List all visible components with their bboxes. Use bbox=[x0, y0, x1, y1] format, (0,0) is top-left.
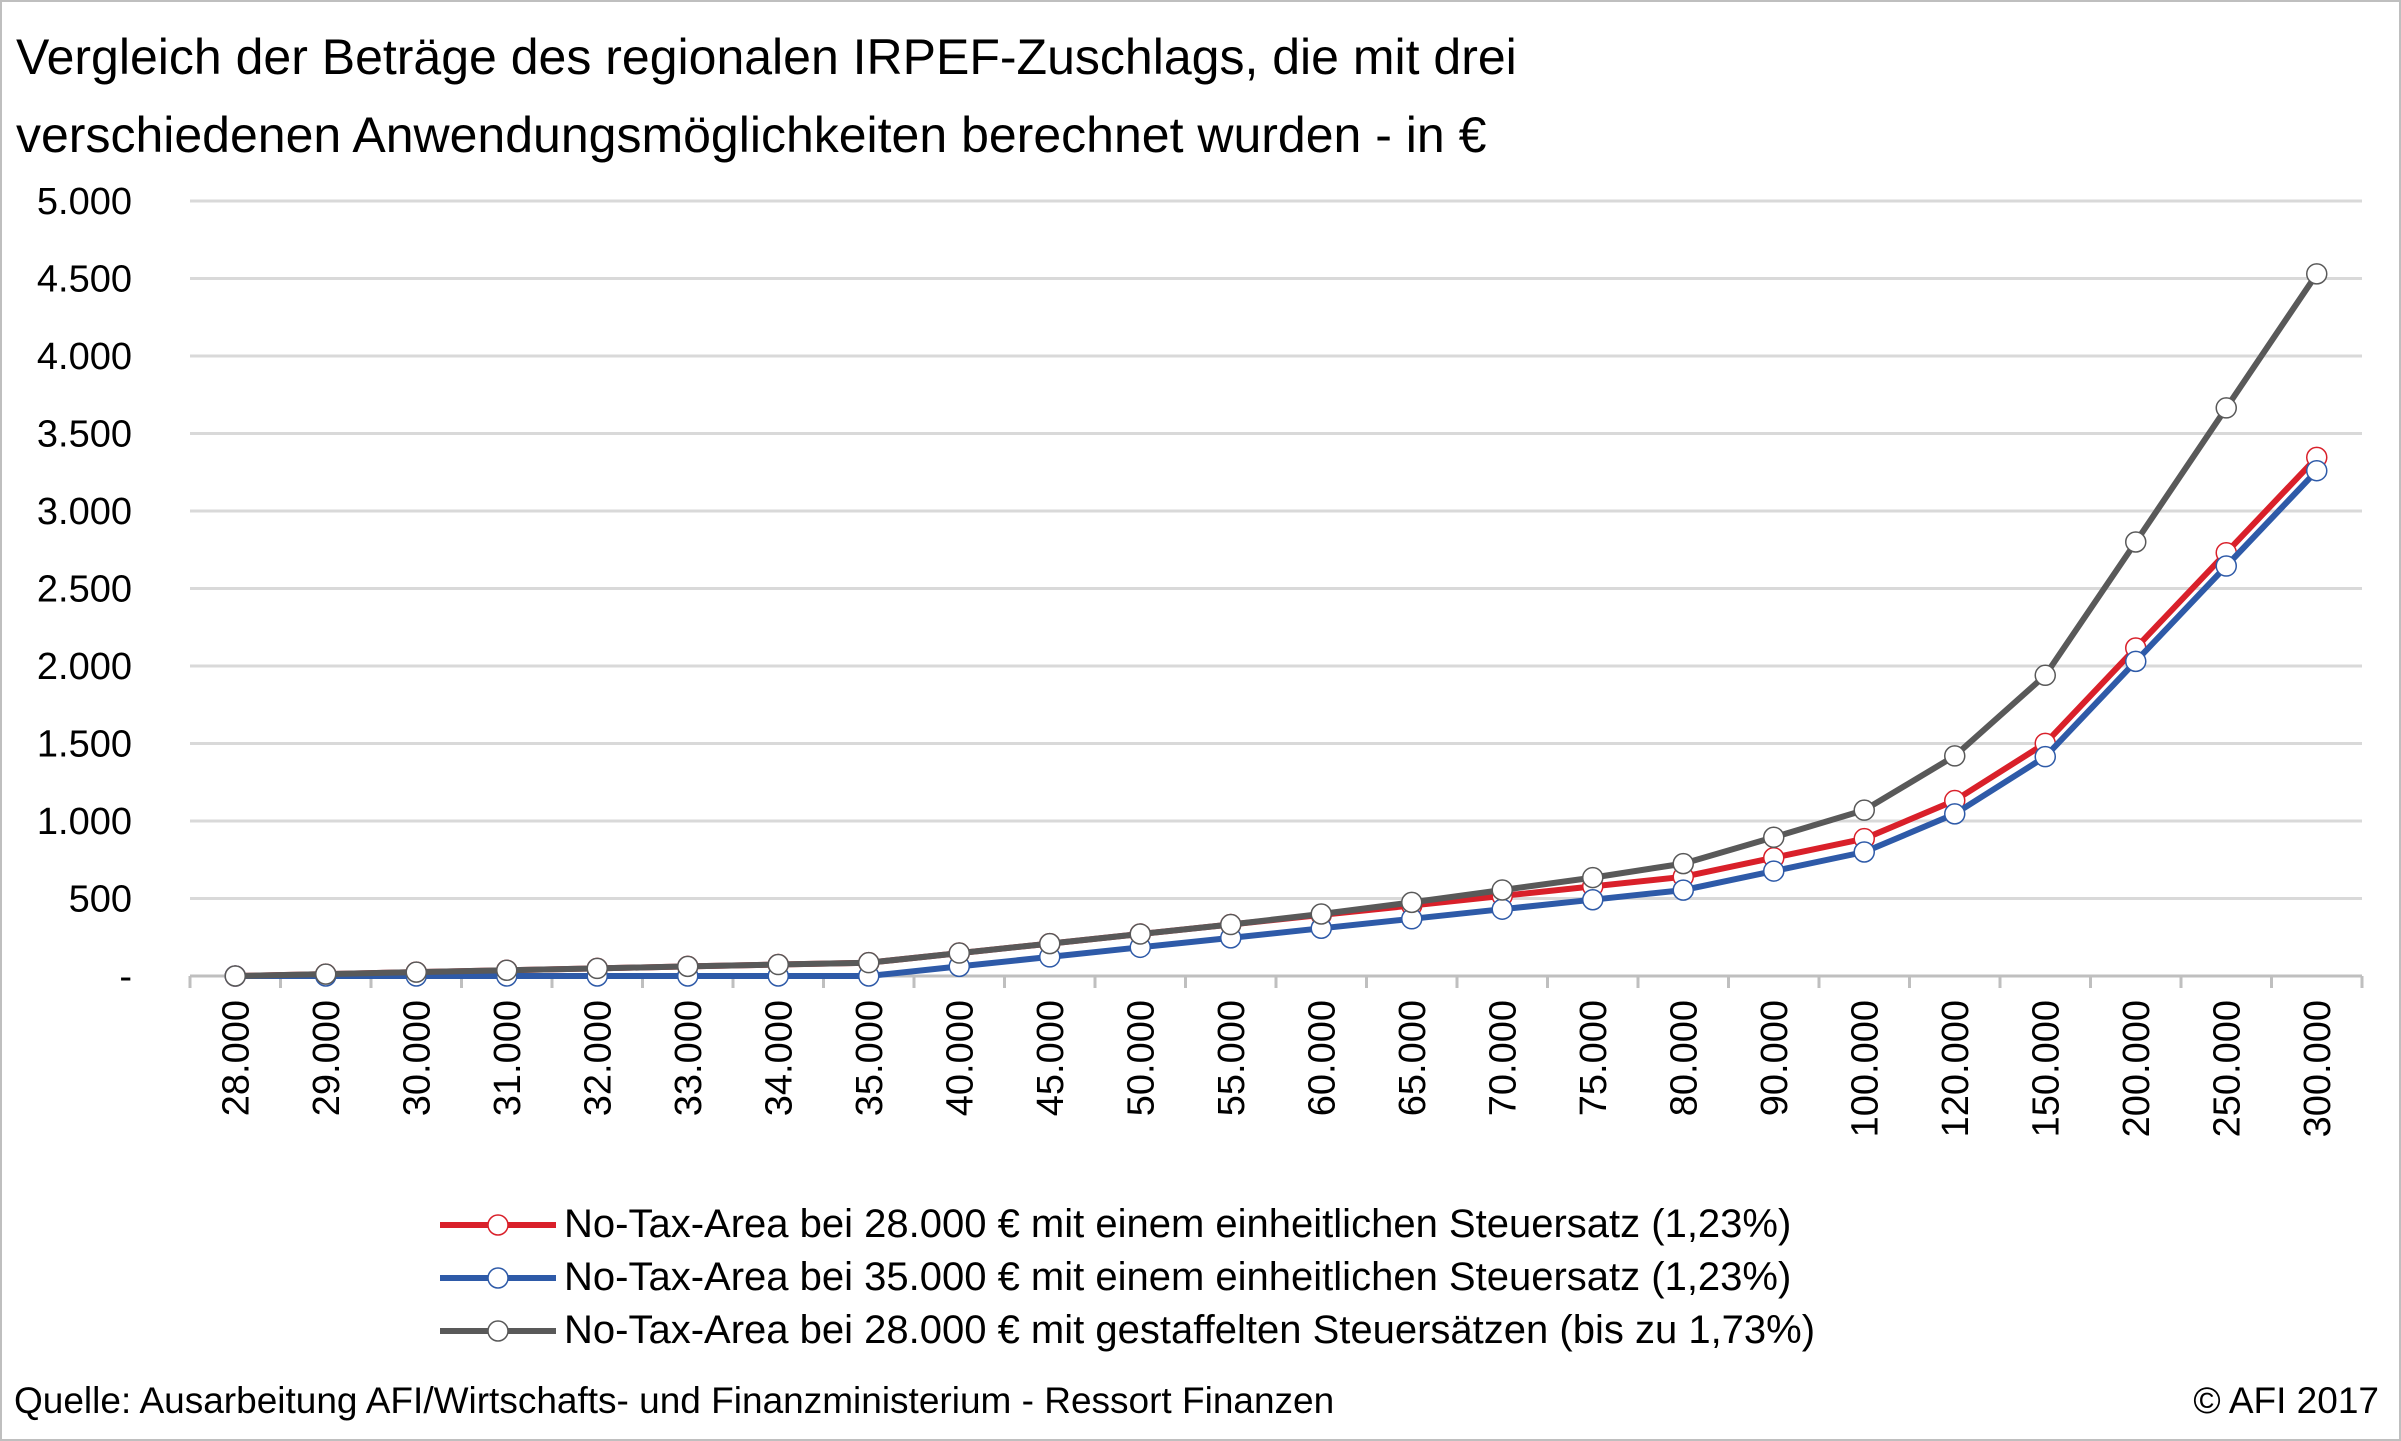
x-tick-label: 32.000 bbox=[577, 1000, 619, 1116]
y-tick-label: - bbox=[119, 956, 132, 998]
legend-marker-series-1 bbox=[440, 1214, 556, 1236]
x-tick-label: 150.000 bbox=[2025, 1000, 2067, 1137]
data-point bbox=[1129, 923, 1151, 945]
x-tick-label: 90.000 bbox=[1754, 1000, 1796, 1116]
y-tick-label: 2.500 bbox=[37, 569, 132, 611]
legend-item-series-3: No-Tax-Area bei 28.000 € mit gestaffelte… bbox=[438, 1304, 1815, 1357]
x-tick-label: 250.000 bbox=[2206, 1000, 2248, 1137]
chart-legend: No-Tax-Area bei 28.000 € mit einem einhe… bbox=[438, 1198, 1815, 1357]
x-tick-label: 55.000 bbox=[1211, 1000, 1253, 1116]
data-point bbox=[767, 953, 789, 976]
data-point bbox=[1220, 913, 1242, 936]
data-point bbox=[1401, 891, 1423, 914]
x-tick-label: 30.000 bbox=[396, 1000, 438, 1116]
x-tick-label: 31.000 bbox=[487, 1000, 529, 1116]
y-tick-label: 1.000 bbox=[37, 801, 132, 843]
x-tick-label: 80.000 bbox=[1663, 1000, 1705, 1116]
y-tick-label: 3.500 bbox=[37, 414, 132, 456]
data-point bbox=[1491, 898, 1513, 920]
data-point bbox=[1763, 826, 1785, 849]
legend-marker-series-2 bbox=[440, 1267, 556, 1289]
chart-title-line-1: Vergleich der Beträge des regionalen IRP… bbox=[16, 29, 1517, 85]
data-point bbox=[405, 961, 427, 983]
y-tick-label: 2.000 bbox=[37, 646, 132, 688]
data-point bbox=[1853, 841, 1875, 863]
x-tick-label: 300.000 bbox=[2297, 1000, 2339, 1137]
legend-label-series-1: No-Tax-Area bei 28.000 € mit einem einhe… bbox=[564, 1202, 1792, 1246]
x-tick-label: 65.000 bbox=[1392, 1000, 1434, 1116]
data-point bbox=[2306, 459, 2328, 482]
data-point bbox=[1853, 799, 1875, 821]
x-tick-label: 28.000 bbox=[215, 1000, 257, 1116]
x-tick-label: 45.000 bbox=[1030, 1000, 1072, 1116]
y-tick-label: 3.000 bbox=[37, 491, 132, 533]
chart-title: Vergleich der Beträge des regionalen IRP… bbox=[16, 18, 1916, 174]
legend-label-series-3: No-Tax-Area bei 28.000 € mit gestaffelte… bbox=[564, 1308, 1816, 1352]
series-2 bbox=[224, 459, 2328, 987]
x-tick-label: 60.000 bbox=[1301, 1000, 1343, 1116]
x-tick-label: 120.000 bbox=[1935, 1000, 1977, 1137]
data-point bbox=[1944, 745, 1966, 767]
chart-title-line-2: verschiedenen Anwendungsmöglichkeiten be… bbox=[16, 107, 1487, 163]
data-point bbox=[1039, 932, 1061, 955]
x-tick-label: 40.000 bbox=[939, 1000, 981, 1116]
data-point bbox=[2125, 531, 2147, 553]
x-tick-label: 29.000 bbox=[306, 1000, 348, 1116]
x-axis-tick-labels: 28.000 29.000 30.000 31.000 32.000 33.000 34.0… bbox=[215, 1000, 2339, 1137]
data-point bbox=[1672, 852, 1694, 875]
data-point bbox=[2034, 745, 2056, 768]
y-axis-tick-labels: - 500 1.000 1.500 2.000 2.500 3.000 3.500 4.000 4… bbox=[37, 181, 132, 998]
x-tick-label: 75.000 bbox=[1573, 1000, 1615, 1116]
legend-marker-series-3 bbox=[440, 1320, 556, 1342]
data-point bbox=[2125, 650, 2147, 673]
data-point bbox=[1763, 860, 1785, 882]
series-3 bbox=[224, 263, 2328, 987]
x-tick-label: 50.000 bbox=[1120, 1000, 1162, 1116]
data-point bbox=[2215, 397, 2237, 419]
data-point bbox=[2306, 263, 2328, 285]
legend-item-series-1: No-Tax-Area bei 28.000 € mit einem einhe… bbox=[438, 1198, 1815, 1251]
x-tick-label: 35.000 bbox=[849, 1000, 891, 1116]
data-point bbox=[858, 951, 880, 974]
data-point bbox=[224, 965, 246, 987]
y-tick-label: 4.500 bbox=[37, 259, 132, 301]
data-point bbox=[496, 959, 518, 982]
x-tick-label: 70.000 bbox=[1482, 1000, 1524, 1116]
x-tick-label: 33.000 bbox=[668, 1000, 710, 1116]
legend-label-series-2: No-Tax-Area bei 35.000 € mit einem einhe… bbox=[564, 1255, 1792, 1299]
source-note: Quelle: Ausarbeitung AFI/Wirtschafts- un… bbox=[14, 1380, 1335, 1421]
series-line bbox=[235, 272, 2320, 979]
series-1 bbox=[224, 446, 2328, 987]
data-point bbox=[1310, 903, 1332, 925]
y-tick-label: 1.500 bbox=[37, 724, 132, 766]
data-point bbox=[1582, 866, 1604, 889]
y-tick-label: 5.000 bbox=[37, 181, 132, 223]
y-tick-label: 500 bbox=[69, 879, 132, 921]
x-tick-label: 200.000 bbox=[2116, 1000, 2158, 1137]
legend-item-series-2: No-Tax-Area bei 35.000 € mit einem einhe… bbox=[438, 1251, 1815, 1304]
copyright-note: © AFI 2017 bbox=[2193, 1380, 2379, 1421]
data-point bbox=[948, 942, 970, 964]
data-point bbox=[677, 955, 699, 978]
data-point bbox=[586, 957, 608, 980]
data-point bbox=[315, 963, 337, 985]
x-tick-label: 34.000 bbox=[758, 1000, 800, 1116]
y-tick-label: 4.000 bbox=[37, 336, 132, 378]
series-line bbox=[235, 468, 2319, 979]
data-point bbox=[1491, 879, 1513, 901]
gridlines bbox=[190, 199, 2362, 900]
data-point bbox=[1672, 879, 1694, 901]
data-point bbox=[1582, 888, 1604, 911]
data-point bbox=[2215, 555, 2237, 577]
data-point bbox=[1944, 803, 1966, 825]
data-series bbox=[224, 263, 2328, 987]
x-tick-label: 100.000 bbox=[1844, 1000, 1886, 1137]
data-point bbox=[2034, 664, 2056, 687]
